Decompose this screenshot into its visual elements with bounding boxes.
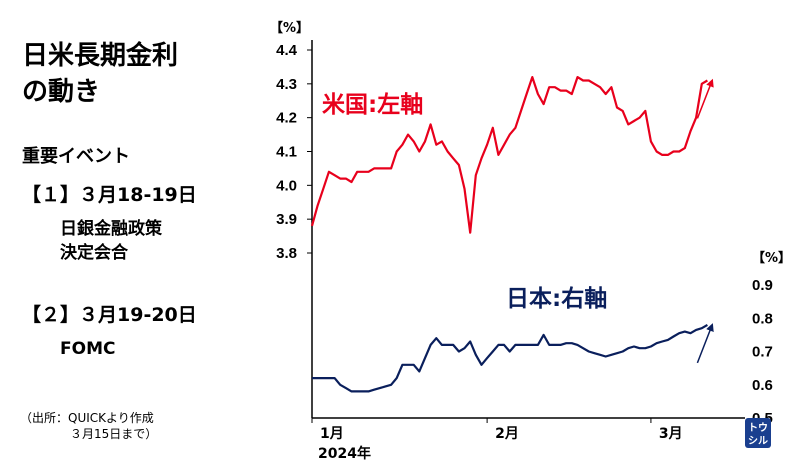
event-2-description: FOMC — [60, 337, 197, 361]
events-heading: 重要イベント — [22, 146, 130, 167]
left-tick-label: 4.4 — [276, 42, 298, 59]
logo-line1: トウ — [748, 422, 768, 434]
left-tick-label: 4.3 — [276, 76, 297, 93]
right-tick-label: 0.8 — [752, 310, 773, 327]
series-line-0 — [310, 76, 708, 234]
right-tick-label: 0.7 — [752, 344, 773, 361]
event-1-description: 日銀金融政策 決定会合 — [60, 217, 197, 265]
event-2-desc-line1: FOMC — [60, 339, 116, 359]
series-label-us: 米国:左軸 — [322, 92, 423, 118]
left-tick-label: 4.2 — [276, 110, 297, 127]
event-1-desc-line2: 決定会合 — [60, 243, 128, 263]
logo-background — [745, 418, 771, 448]
event-1-desc-line1: 日銀金融政策 — [60, 219, 162, 239]
x-tick-label: 1月 — [320, 426, 344, 442]
source-note: （出所：QUICKより作成 ３月15日まで） — [20, 410, 157, 442]
event-2-label: 【２】３月19-20日 — [22, 304, 197, 326]
right-tick-label: 0.6 — [752, 377, 773, 394]
x-axis-year-label: 2024年 — [318, 445, 371, 462]
chart-title-line1: 日米長期金利 — [22, 41, 179, 71]
event-item-2: 【２】３月19-20日 FOMC — [22, 300, 197, 361]
event-item-1: 【１】３月18-19日 日銀金融政策 決定会合 — [22, 180, 197, 265]
right-axis-unit: 【%】 — [752, 250, 791, 266]
series-arrow-1 — [696, 323, 714, 364]
event-1-label: 【１】３月18-19日 — [22, 184, 197, 206]
left-tick-label: 3.9 — [276, 211, 297, 228]
series-line-1 — [312, 323, 708, 393]
left-tick-label: 3.8 — [276, 245, 297, 262]
x-tick-label: 3月 — [659, 426, 683, 442]
chart-title: 日米長期金利 の動き — [22, 38, 178, 110]
series-label-japan: 日本:右軸 — [506, 285, 607, 312]
series-arrow-0 — [696, 78, 714, 119]
left-tick-label: 4.1 — [276, 144, 297, 161]
logo-badge: トウ シル — [745, 418, 771, 448]
source-line1: （出所：QUICKより作成 — [20, 411, 154, 425]
source-line2: ３月15日まで） — [70, 427, 158, 441]
x-tick-label: 2月 — [495, 426, 519, 442]
left-axis-unit: 【%】 — [270, 20, 309, 36]
chart-title-line2: の動き — [22, 77, 101, 107]
left-tick-label: 4.0 — [276, 177, 297, 194]
logo-line2: シル — [748, 435, 768, 447]
right-tick-label: 0.9 — [752, 277, 773, 294]
